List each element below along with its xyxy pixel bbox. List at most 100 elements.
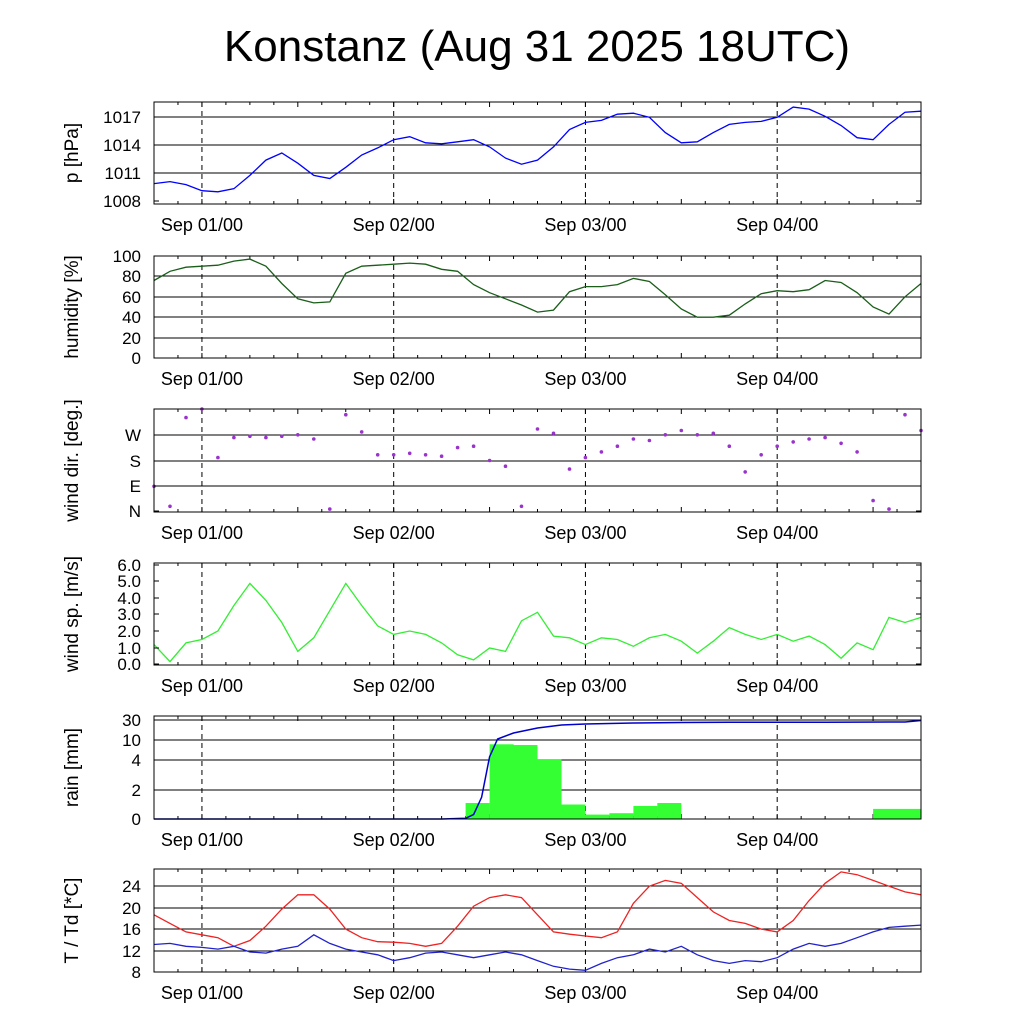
rain-bar <box>657 803 682 819</box>
y-tick-label: 3.0 <box>117 605 141 624</box>
y-axis-label: rain [mm] <box>62 728 83 807</box>
rain-bar <box>489 744 514 819</box>
rain-bar <box>873 808 921 819</box>
wind-dir-point <box>168 504 172 509</box>
panel-1: 1017 1014 1011 1008 p [hPa] Sep 01/00 Sep 02/0… <box>62 101 922 235</box>
wind-dir-point <box>679 428 684 433</box>
wind-dir-point <box>216 455 220 460</box>
x-tick-label: Sep 04/00 <box>736 983 818 1003</box>
x-tick-label: Sep 03/00 <box>544 369 626 389</box>
plot-frame <box>153 715 922 820</box>
x-tick-label: Sep 03/00 <box>544 983 626 1003</box>
rain-bar <box>561 804 586 819</box>
x-tick-label: Sep 03/00 <box>544 523 626 543</box>
series-line-1 <box>153 582 922 663</box>
wind-dir-point <box>232 435 236 440</box>
series-line-2 <box>153 924 922 971</box>
wind-dir-point <box>759 453 763 457</box>
wind-dir-point <box>439 454 444 459</box>
chart-title: Konstanz (Aug 31 2025 18UTC) <box>223 22 851 71</box>
y-tick-label: 10 <box>122 731 141 750</box>
y-tick-label: W <box>125 426 141 445</box>
wind-dir-point <box>487 458 492 463</box>
series-line-1 <box>153 871 922 948</box>
wind-dir-point <box>535 427 540 431</box>
y-axis-label: wind sp. [m/s] <box>62 556 83 673</box>
wind-dir-point <box>631 437 636 441</box>
y-tick-label: 60 <box>122 288 141 307</box>
y-tick-label: 1.0 <box>117 639 141 658</box>
wind-dir-point <box>407 451 412 456</box>
wind-dir-point <box>471 444 476 449</box>
x-tick-label: Sep 02/00 <box>353 983 435 1003</box>
y-tick-label: 20 <box>122 329 141 348</box>
wind-dir-point <box>344 412 348 417</box>
plot-frame <box>153 255 922 359</box>
y-tick-label: 24 <box>122 877 141 896</box>
x-tick-label: Sep 01/00 <box>161 676 243 696</box>
x-tick-label: Sep 03/00 <box>544 830 626 850</box>
x-tick-label: Sep 02/00 <box>353 215 435 235</box>
x-tick-label: Sep 04/00 <box>736 369 818 389</box>
wind-dir-point <box>583 455 588 460</box>
rain-bar <box>585 814 610 819</box>
y-tick-label: 2.0 <box>117 622 141 641</box>
y-tick-label: 4.0 <box>117 589 141 608</box>
wind-dir-point <box>855 450 859 454</box>
y-tick-label: 2 <box>132 781 141 800</box>
wind-dir-point <box>599 450 604 454</box>
wind-dir-point <box>823 435 827 440</box>
y-tick-label: 30 <box>122 711 141 730</box>
y-tick-label: 0.0 <box>117 655 141 674</box>
y-axis-label: T / Td [*C] <box>62 878 83 964</box>
wind-dir-point <box>264 435 268 440</box>
rain-bar <box>537 759 562 819</box>
wind-dir-point <box>296 433 300 437</box>
y-axis-label: p [hPa] <box>62 123 83 183</box>
y-tick-label: 8 <box>132 963 141 982</box>
wind-dir-point <box>775 444 779 449</box>
y-tick-label: 0 <box>132 349 141 368</box>
wind-dir-point <box>615 444 620 449</box>
y-tick-label: 40 <box>122 308 141 327</box>
wind-dir-point <box>391 453 396 457</box>
panel-6: 24 20 16 12 8 T / Td [*C] Sep 01/00 Sep 02/00 Se… <box>62 868 922 1003</box>
plot-frame <box>153 562 922 666</box>
y-tick-label: 0 <box>132 810 141 829</box>
wind-dir-point <box>455 445 460 450</box>
x-tick-label: Sep 02/00 <box>353 523 435 543</box>
x-tick-label: Sep 01/00 <box>161 983 243 1003</box>
y-tick-label: 1017 <box>103 108 141 127</box>
wind-dir-point <box>423 453 428 457</box>
wind-dir-point <box>328 507 332 511</box>
x-tick-label: Sep 02/00 <box>353 830 435 850</box>
plot-frame <box>153 101 922 205</box>
wind-dir-point <box>312 437 316 441</box>
x-tick-label: Sep 04/00 <box>736 523 818 543</box>
wind-dir-point <box>551 431 556 436</box>
wind-dir-point <box>280 434 284 439</box>
y-tick-label: 1014 <box>103 136 141 155</box>
x-tick-label: Sep 02/00 <box>353 676 435 696</box>
wind-dir-point <box>184 415 188 420</box>
x-tick-label: Sep 04/00 <box>736 215 818 235</box>
x-tick-label: Sep 02/00 <box>353 369 435 389</box>
wind-dir-point <box>807 437 811 441</box>
x-tick-label: Sep 01/00 <box>161 369 243 389</box>
y-tick-label: 5.0 <box>117 572 141 591</box>
x-tick-label: Sep 01/00 <box>161 523 243 543</box>
y-tick-label: 16 <box>122 920 141 939</box>
wind-dir-point <box>519 504 524 509</box>
wind-dir-point <box>727 444 732 449</box>
series-line-1 <box>153 258 922 318</box>
wind-dir-point <box>871 498 875 503</box>
y-tick-label: E <box>130 477 141 496</box>
y-axis-label: wind dir. [deg.] <box>62 399 83 523</box>
y-tick-label: 1011 <box>104 164 141 183</box>
x-tick-label: Sep 04/00 <box>736 676 818 696</box>
wind-dir-point <box>375 453 380 457</box>
